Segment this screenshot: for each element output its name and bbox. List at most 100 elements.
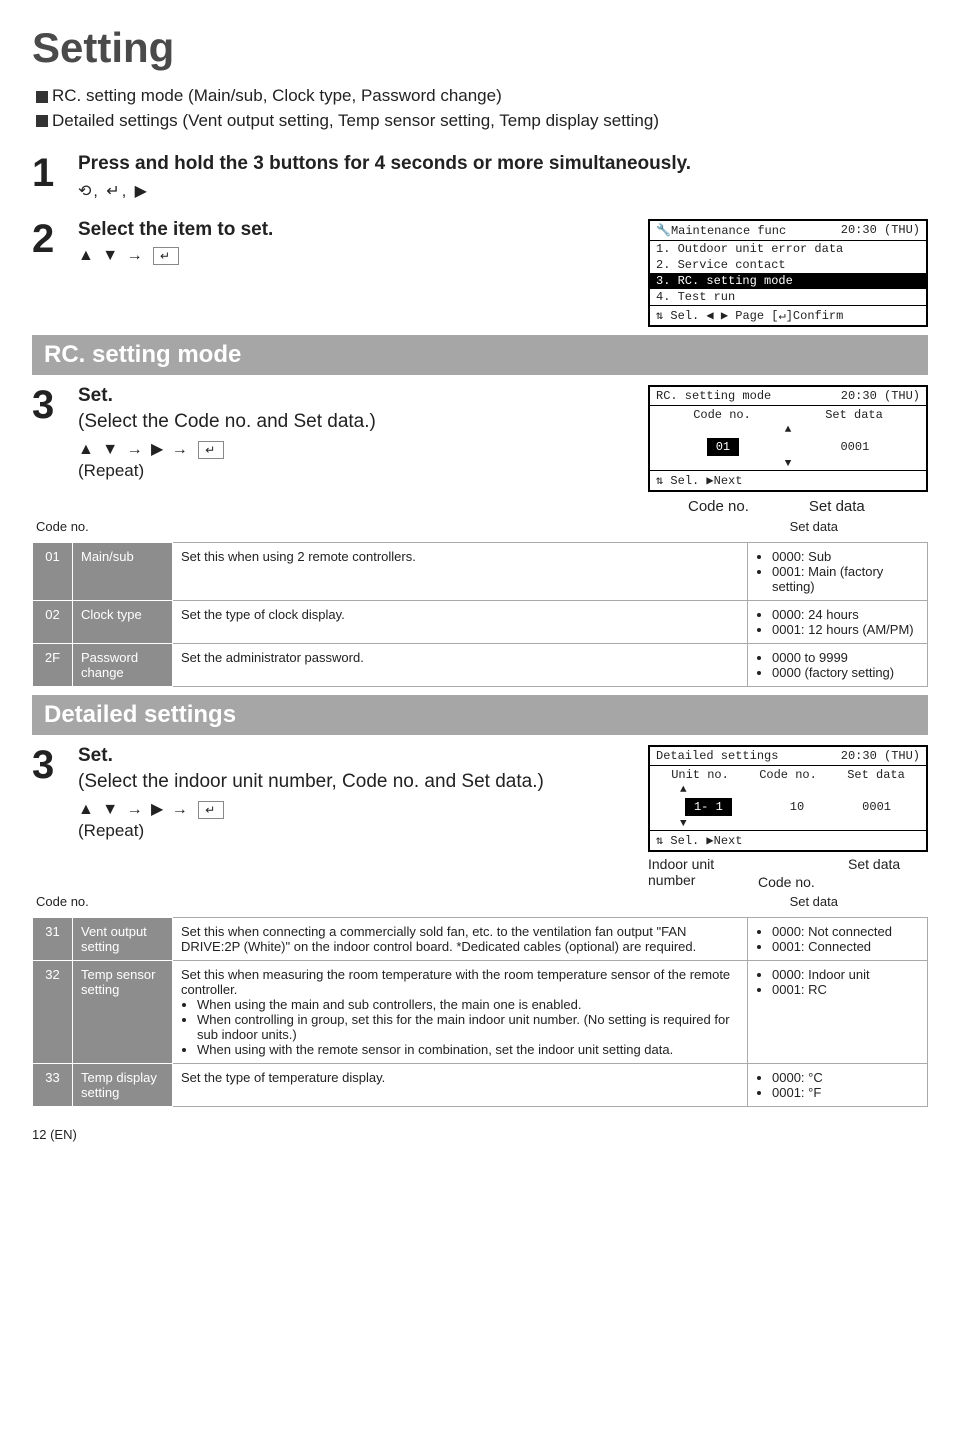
name-cell: Clock type (73, 601, 173, 644)
code-cell: 2F (33, 644, 73, 687)
lcd3-callout-unit: Indoor unit number (648, 856, 738, 890)
step3b-keys: ▲ ▼ → ▶ → (78, 801, 190, 818)
step3b-num: 3 (32, 745, 60, 841)
page-title: Setting (32, 24, 928, 72)
intro-line2: Detailed settings (Vent output setting, … (52, 111, 659, 130)
data-cell: 0000 to 99990000 (factory setting) (748, 644, 928, 687)
lcd3-hdr-right: 20:30 (THU) (841, 749, 920, 763)
up-arrow-icon: ▲ (650, 784, 926, 796)
step1-title: Press and hold the 3 buttons for 4 secon… (78, 153, 928, 175)
name-cell: Password change (73, 644, 173, 687)
lcd3-callout-code: Code no. (758, 856, 828, 890)
enter-icon: ↵ (198, 801, 224, 819)
lcd-detailed: Detailed settings 20:30 (THU) Unit no. C… (648, 745, 928, 852)
lcd1-hdr-left: 🔧Maintenance func (656, 223, 786, 238)
desc-cell: Set this when connecting a commercially … (173, 918, 748, 961)
data-cell: 0000: Sub0001: Main (factory setting) (748, 543, 928, 601)
name-cell: Temp sensor setting (73, 961, 173, 1064)
table-row: 01Main/subSet this when using 2 remote c… (33, 543, 928, 601)
t2-hdata: Set data (790, 894, 838, 909)
down-arrow-icon: ▼ (650, 818, 926, 830)
lcd3-ft: ⇅ Sel. ▶Next (650, 830, 926, 850)
lcd2-ft: ⇅ Sel. ▶Next (650, 470, 926, 490)
lcd1-ft: ⇅ Sel. ◀ ▶ Page [↵]Confirm (650, 305, 926, 325)
enter-icon: ↵ (198, 441, 224, 459)
data-cell: 0000: 24 hours0001: 12 hours (AM/PM) (748, 601, 928, 644)
desc-cell: Set the administrator password. (173, 644, 748, 687)
step3a-repeat: (Repeat) (78, 461, 618, 481)
lcd3-v2: 10 (790, 800, 804, 814)
lcd1-r3: 3. RC. setting mode (650, 273, 926, 289)
section-rc-title: RC. setting mode (32, 335, 928, 375)
table-row: 33Temp display settingSet the type of te… (33, 1064, 928, 1107)
lcd2-v2: 0001 (840, 440, 869, 454)
lcd3-c3: Set data (847, 768, 905, 782)
step3a-sub: (Select the Code no. and Set data.) (78, 411, 618, 433)
table-detailed-settings: 31Vent output settingSet this when conne… (32, 917, 928, 1107)
lcd3-callout-data: Set data (848, 856, 900, 890)
lcd3-c2: Code no. (759, 768, 817, 782)
lcd2-hdr-left: RC. setting mode (656, 389, 771, 403)
data-cell: 0000: Not connected0001: Connected (748, 918, 928, 961)
step-3a: 3 Set. (Select the Code no. and Set data… (32, 385, 618, 481)
t1-hcode: Code no. (36, 519, 89, 534)
table-rc-settings: 01Main/subSet this when using 2 remote c… (32, 542, 928, 687)
lcd3-c1: Unit no. (671, 768, 729, 782)
down-arrow-icon: ▼ (650, 458, 926, 470)
step3b-repeat: (Repeat) (78, 821, 618, 841)
lcd3-v1: 1- 1 (685, 798, 732, 816)
lcd1-r2: 2. Service contact (650, 257, 926, 273)
lcd2-v1: 01 (707, 438, 739, 456)
step1-num: 1 (32, 153, 60, 201)
step-3b: 3 Set. (Select the indoor unit number, C… (32, 745, 618, 841)
code-cell: 01 (33, 543, 73, 601)
code-cell: 32 (33, 961, 73, 1064)
data-cell: 0000: °C0001: °F (748, 1064, 928, 1107)
lcd3-v3: 0001 (862, 800, 891, 814)
step2-keys: ▲ ▼ → (78, 247, 145, 264)
enter-icon: ↵ (153, 247, 179, 265)
step3b-title: Set. (78, 745, 618, 767)
step-2: 2 Select the item to set. ▲ ▼ → ↵ (32, 219, 618, 265)
code-cell: 33 (33, 1064, 73, 1107)
table-row: 31Vent output settingSet this when conne… (33, 918, 928, 961)
t2-hcode: Code no. (36, 894, 89, 909)
lcd2-callout-code: Code no. (688, 498, 749, 515)
code-cell: 31 (33, 918, 73, 961)
intro-block: RC. setting mode (Main/sub, Clock type, … (32, 84, 928, 133)
lcd2-callout-data: Set data (809, 498, 865, 515)
table-row: 32Temp sensor settingSet this when measu… (33, 961, 928, 1064)
step3a-keys: ▲ ▼ → ▶ → (78, 441, 190, 458)
lcd1-r1: 1. Outdoor unit error data (650, 241, 926, 257)
lcd3-hdr-left: Detailed settings (656, 749, 778, 763)
desc-cell: Set the type of clock display. (173, 601, 748, 644)
lcd2-c1: Code no. (693, 408, 751, 422)
lcd1-r4: 4. Test run (650, 289, 926, 305)
step3b-sub: (Select the indoor unit number, Code no.… (78, 771, 618, 793)
desc-cell: Set this when measuring the room tempera… (173, 961, 748, 1064)
step1-keys: ⟲, ↵, ▶ (78, 181, 928, 201)
step2-title: Select the item to set. (78, 219, 618, 241)
page-footer: 12 (EN) (32, 1127, 928, 1142)
name-cell: Temp display setting (73, 1064, 173, 1107)
step-1: 1 Press and hold the 3 buttons for 4 sec… (32, 153, 928, 201)
code-cell: 02 (33, 601, 73, 644)
lcd2-c2: Set data (825, 408, 883, 422)
up-arrow-icon: ▲ (650, 424, 926, 436)
name-cell: Vent output setting (73, 918, 173, 961)
table-row: 02Clock typeSet the type of clock displa… (33, 601, 928, 644)
data-cell: 0000: Indoor unit0001: RC (748, 961, 928, 1064)
desc-cell: Set this when using 2 remote controllers… (173, 543, 748, 601)
table-row: 2FPassword changeSet the administrator p… (33, 644, 928, 687)
lcd-maintenance: 🔧Maintenance func 20:30 (THU) 1. Outdoor… (648, 219, 928, 327)
lcd-rc-setting: RC. setting mode 20:30 (THU) Code no. Se… (648, 385, 928, 492)
intro-line1: RC. setting mode (Main/sub, Clock type, … (52, 86, 502, 105)
section-ds-title: Detailed settings (32, 695, 928, 735)
lcd2-hdr-right: 20:30 (THU) (841, 389, 920, 403)
t1-hdata: Set data (790, 519, 838, 534)
lcd1-hdr-right: 20:30 (THU) (841, 223, 920, 238)
desc-cell: Set the type of temperature display. (173, 1064, 748, 1107)
step2-num: 2 (32, 219, 60, 265)
name-cell: Main/sub (73, 543, 173, 601)
step3a-title: Set. (78, 385, 618, 407)
